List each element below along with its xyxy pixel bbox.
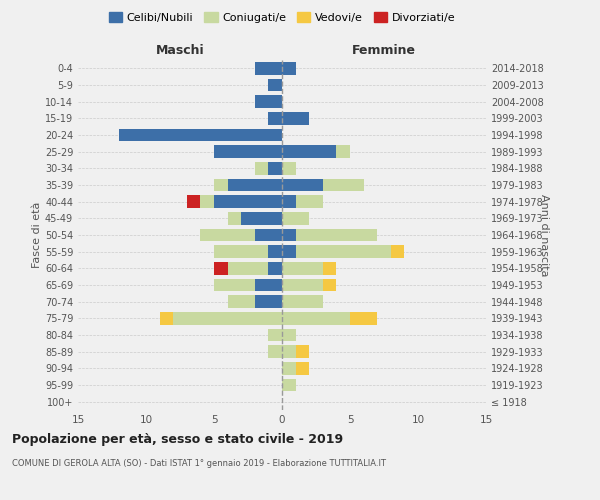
Bar: [214, 246, 268, 258]
Bar: [160, 312, 173, 324]
Bar: [268, 346, 282, 358]
Bar: [282, 296, 323, 308]
Bar: [227, 296, 255, 308]
Bar: [323, 279, 337, 291]
Bar: [282, 246, 296, 258]
Bar: [255, 296, 282, 308]
Bar: [282, 229, 296, 241]
Bar: [200, 229, 255, 241]
Bar: [241, 212, 282, 224]
Bar: [255, 162, 268, 174]
Bar: [282, 112, 309, 124]
Bar: [282, 262, 323, 274]
Text: Femmine: Femmine: [352, 44, 416, 57]
Text: Maschi: Maschi: [155, 44, 205, 57]
Bar: [323, 262, 337, 274]
Bar: [255, 279, 282, 291]
Bar: [282, 212, 309, 224]
Text: Popolazione per età, sesso e stato civile - 2019: Popolazione per età, sesso e stato civil…: [12, 432, 343, 446]
Bar: [323, 179, 364, 192]
Bar: [214, 179, 227, 192]
Bar: [296, 362, 309, 374]
Bar: [282, 346, 296, 358]
Y-axis label: Fasce di età: Fasce di età: [32, 202, 42, 268]
Bar: [296, 229, 377, 241]
Bar: [282, 329, 296, 341]
Bar: [282, 279, 323, 291]
Bar: [337, 146, 350, 158]
Bar: [282, 379, 296, 391]
Bar: [268, 112, 282, 124]
Bar: [268, 262, 282, 274]
Bar: [391, 246, 404, 258]
Bar: [282, 179, 323, 192]
Bar: [282, 196, 296, 208]
Bar: [227, 212, 241, 224]
Bar: [214, 262, 227, 274]
Bar: [268, 79, 282, 92]
Bar: [200, 196, 214, 208]
Bar: [282, 362, 296, 374]
Bar: [173, 312, 282, 324]
Bar: [296, 346, 309, 358]
Bar: [350, 312, 377, 324]
Bar: [255, 229, 282, 241]
Bar: [255, 96, 282, 108]
Bar: [214, 196, 282, 208]
Bar: [268, 329, 282, 341]
Bar: [227, 262, 268, 274]
Bar: [255, 62, 282, 74]
Y-axis label: Anni di nascita: Anni di nascita: [539, 194, 549, 276]
Bar: [227, 179, 282, 192]
Text: COMUNE DI GEROLA ALTA (SO) - Dati ISTAT 1° gennaio 2019 - Elaborazione TUTTITALI: COMUNE DI GEROLA ALTA (SO) - Dati ISTAT …: [12, 459, 386, 468]
Bar: [282, 162, 296, 174]
Bar: [119, 129, 282, 141]
Bar: [214, 279, 255, 291]
Bar: [268, 246, 282, 258]
Bar: [282, 62, 296, 74]
Bar: [282, 146, 337, 158]
Legend: Celibi/Nubili, Coniugati/e, Vedovi/e, Divorziati/e: Celibi/Nubili, Coniugati/e, Vedovi/e, Di…: [104, 8, 460, 28]
Bar: [296, 196, 323, 208]
Bar: [296, 246, 391, 258]
Bar: [268, 162, 282, 174]
Bar: [282, 312, 350, 324]
Bar: [187, 196, 200, 208]
Bar: [214, 146, 282, 158]
